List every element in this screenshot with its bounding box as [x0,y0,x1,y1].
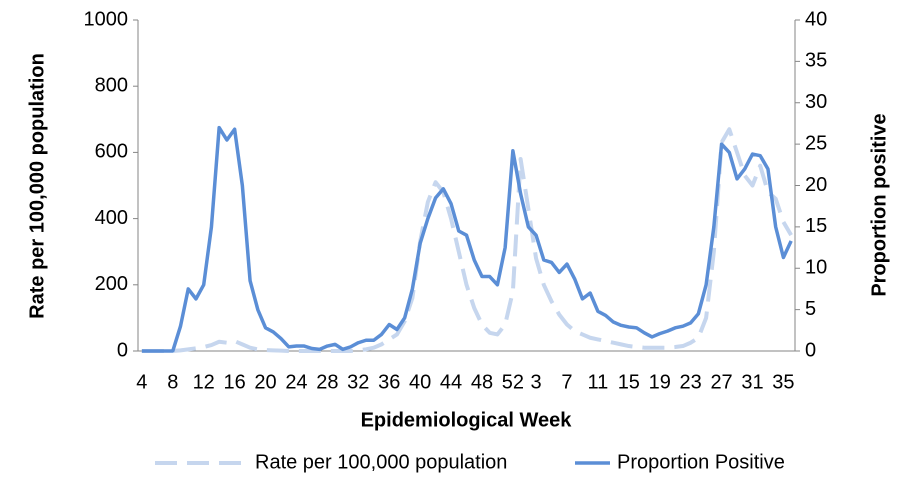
x-tick-label: 12 [193,371,215,393]
x-axis-title: Epidemiological Week [361,409,573,431]
x-tick-label: 52 [502,371,524,393]
y-tick-label: 600 [95,141,128,163]
y-tick-label: 1000 [84,8,129,30]
y-tick-label: 200 [95,273,128,295]
x-tick-label: 15 [618,371,640,393]
line-series [141,127,793,353]
x-tick-label: 32 [347,371,369,393]
x-tick-label: 3 [531,371,542,393]
line-series [141,125,793,353]
x-tick-label: 31 [741,371,763,393]
y2-tick-label: 35 [805,50,827,72]
x-tick-label: 8 [167,371,178,393]
x-tick-label: 44 [440,371,462,393]
x-tick-label: 7 [561,371,572,393]
y2-tick-label: 25 [805,132,827,154]
y-tick-label: 400 [95,207,128,229]
y2-tick-label: 0 [805,339,816,361]
x-tick-label: 48 [471,371,493,393]
x-tick-label: 40 [409,371,431,393]
x-tick-label: 19 [649,371,671,393]
x-tick-label: 23 [680,371,702,393]
y2-tick-label: 10 [805,257,827,279]
y2-axis-title: Proportion positive [868,113,890,296]
y-axis-title: Rate per 100,000 population [26,53,48,319]
legend-label: Proportion Positive [617,451,785,473]
x-tick-label: 28 [316,371,338,393]
x-tick-label: 35 [772,371,794,393]
y-tick-label: 800 [95,74,128,96]
x-tick-label: 36 [378,371,400,393]
y2-tick-label: 40 [805,8,827,30]
x-tick-label: 4 [136,371,147,393]
legend-label: Rate per 100,000 population [255,451,507,473]
x-tick-label: 27 [710,371,732,393]
x-tick-label: 16 [223,371,245,393]
y2-tick-label: 30 [805,91,827,113]
x-tick-label: 11 [588,371,609,393]
x-tick-label: 20 [254,371,276,393]
y-tick-label: 0 [117,339,128,361]
y2-tick-label: 5 [805,298,816,320]
x-tick-label: 24 [285,371,307,393]
y2-tick-label: 15 [805,215,827,237]
y2-tick-label: 20 [805,174,827,196]
